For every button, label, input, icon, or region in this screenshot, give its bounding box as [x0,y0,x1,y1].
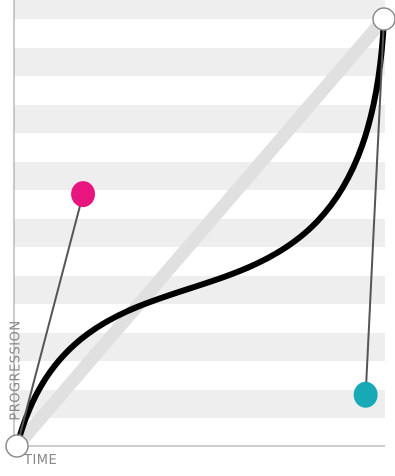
end-point-handle[interactable] [372,7,395,31]
background-stripe [14,276,385,304]
background-stripe [14,162,385,190]
background-stripe [14,105,385,133]
start-point-handle[interactable] [5,434,29,458]
x-axis-label: TIME [24,453,58,468]
control-point-1-handle[interactable] [71,181,96,208]
y-axis-label: PROGRESSION [8,320,24,421]
control-point-1-arm [16,193,85,447]
background-stripe [14,0,385,19]
linear-reference-line [10,12,391,453]
background-stripe [14,390,385,418]
background-stripe [14,48,385,76]
bezier-curve [14,16,387,449]
control-point-2-handle[interactable] [353,381,378,408]
control-point-2-arm [364,18,385,395]
